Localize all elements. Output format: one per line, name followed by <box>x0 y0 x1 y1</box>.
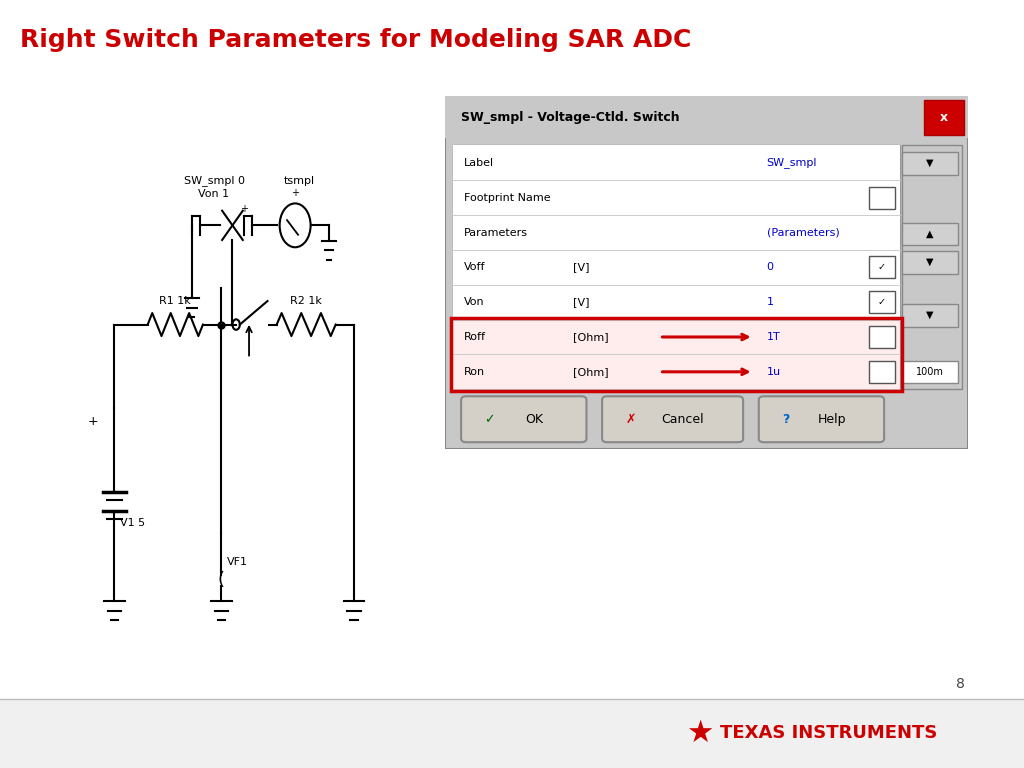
Text: 1T: 1T <box>767 332 780 342</box>
FancyBboxPatch shape <box>759 396 884 442</box>
Text: ✗: ✗ <box>626 412 636 425</box>
Text: V1 5: V1 5 <box>120 518 145 528</box>
Text: +: + <box>87 415 98 428</box>
Bar <box>0 699 1024 768</box>
Text: Voff: Voff <box>464 263 485 273</box>
FancyBboxPatch shape <box>925 100 964 135</box>
Text: Von 1: Von 1 <box>199 189 229 199</box>
Text: (: ( <box>218 571 225 590</box>
FancyBboxPatch shape <box>869 291 895 313</box>
FancyBboxPatch shape <box>902 223 957 246</box>
Text: ▼: ▼ <box>927 257 934 267</box>
Text: Roff: Roff <box>464 332 485 342</box>
FancyBboxPatch shape <box>902 304 957 326</box>
Text: OK: OK <box>525 412 543 425</box>
Text: ✓: ✓ <box>878 263 886 273</box>
Text: 0: 0 <box>767 263 773 273</box>
Text: [V]: [V] <box>573 297 590 307</box>
FancyBboxPatch shape <box>602 396 743 442</box>
Text: [Ohm]: [Ohm] <box>573 367 609 377</box>
FancyBboxPatch shape <box>445 96 968 449</box>
FancyBboxPatch shape <box>869 257 895 278</box>
Text: ✓: ✓ <box>484 412 496 425</box>
Text: 1: 1 <box>767 297 773 307</box>
FancyBboxPatch shape <box>869 326 895 348</box>
Text: +: + <box>291 188 299 198</box>
Text: 8: 8 <box>955 677 965 691</box>
Text: [V]: [V] <box>573 263 590 273</box>
FancyBboxPatch shape <box>454 215 900 250</box>
Text: Help: Help <box>817 412 846 425</box>
Text: tsmpl: tsmpl <box>284 176 314 186</box>
Text: ▲: ▲ <box>927 229 934 239</box>
Text: Von: Von <box>464 297 484 307</box>
Text: ?: ? <box>782 412 790 425</box>
FancyBboxPatch shape <box>454 180 900 215</box>
FancyBboxPatch shape <box>902 251 957 273</box>
FancyBboxPatch shape <box>461 396 587 442</box>
FancyBboxPatch shape <box>869 187 895 209</box>
Text: x: x <box>940 111 948 124</box>
FancyBboxPatch shape <box>869 361 895 382</box>
Text: R1 1k: R1 1k <box>160 296 191 306</box>
Text: ✓: ✓ <box>878 297 886 307</box>
Text: VF1: VF1 <box>227 557 248 567</box>
Text: Right Switch Parameters for Modeling SAR ADC: Right Switch Parameters for Modeling SAR… <box>20 28 691 52</box>
FancyBboxPatch shape <box>902 361 957 383</box>
Text: TEXAS INSTRUMENTS: TEXAS INSTRUMENTS <box>720 724 937 743</box>
Text: ▼: ▼ <box>927 310 934 320</box>
FancyBboxPatch shape <box>454 145 900 180</box>
Text: [Ohm]: [Ohm] <box>573 332 609 342</box>
FancyBboxPatch shape <box>902 145 963 389</box>
Text: SW_smpl: SW_smpl <box>767 157 817 168</box>
Text: R2 1k: R2 1k <box>290 296 323 306</box>
Text: Cancel: Cancel <box>662 412 705 425</box>
Text: SW_smpl 0: SW_smpl 0 <box>183 176 245 187</box>
Text: Footprint Name: Footprint Name <box>464 193 550 203</box>
Text: 1u: 1u <box>767 367 780 377</box>
FancyBboxPatch shape <box>454 145 900 389</box>
Text: ★: ★ <box>686 719 714 748</box>
Text: ▼: ▼ <box>927 158 934 168</box>
Text: Parameters: Parameters <box>464 227 527 237</box>
Text: Ron: Ron <box>464 367 484 377</box>
FancyBboxPatch shape <box>445 96 968 138</box>
FancyBboxPatch shape <box>454 354 900 389</box>
Text: -: - <box>214 220 218 230</box>
Text: +: + <box>241 204 248 214</box>
Text: Label: Label <box>464 158 494 168</box>
Text: (Parameters): (Parameters) <box>767 227 840 237</box>
FancyBboxPatch shape <box>902 152 957 175</box>
FancyBboxPatch shape <box>454 319 900 354</box>
Text: SW_smpl - Voltage-Ctld. Switch: SW_smpl - Voltage-Ctld. Switch <box>461 111 680 124</box>
Text: 100m: 100m <box>916 367 944 377</box>
FancyBboxPatch shape <box>454 285 900 319</box>
FancyBboxPatch shape <box>454 250 900 285</box>
